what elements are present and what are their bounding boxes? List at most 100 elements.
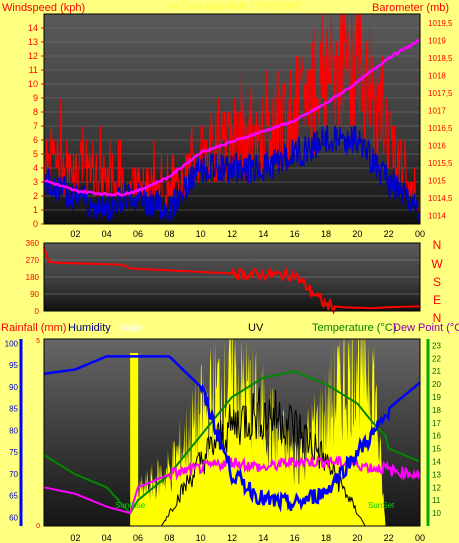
humidity-tick-label: 80 (9, 426, 18, 435)
time-tick-label: 16 (290, 229, 300, 239)
windspeed-tick-label: 1 (33, 205, 38, 215)
barometer-tick-label: 1017 (428, 106, 446, 115)
direction-tick-label: 180 (26, 273, 40, 282)
humidity-tick-label: 70 (9, 470, 18, 479)
humidity-tick-label: 75 (9, 448, 18, 457)
windspeed-tick-label: 9 (33, 93, 38, 103)
direction-tick-label: 360 (26, 239, 40, 248)
temperature-tick-label: 12 (432, 483, 441, 492)
time-tick-label: 22 (384, 229, 394, 239)
temperature-tick-label: 22 (432, 354, 441, 363)
windspeed-tick-label: 3 (33, 177, 38, 187)
compass-label: W (431, 257, 443, 271)
barometer-tick-label: 1015,5 (428, 159, 453, 168)
dewpoint-axis-title: Dew Point (°C) (393, 322, 459, 334)
rainfall-tick-label: 0 (36, 523, 40, 530)
uv-line (161, 387, 366, 527)
weather-axes: 6065707580859095100051011121314151617181… (5, 338, 442, 543)
weather-frame (43, 338, 421, 527)
time-tick-label: 06 (133, 533, 143, 543)
direction-series (43, 246, 420, 315)
wind-frame (43, 13, 421, 225)
barometer-tick-label: 1017,5 (428, 89, 453, 98)
temperature-tick-label: 10 (432, 509, 441, 518)
time-tick-label: 08 (164, 533, 174, 543)
sunset-label: SunSet (368, 501, 395, 510)
barometer-tick-label: 1015 (428, 176, 446, 185)
wind-plot-area (44, 14, 420, 224)
temperature-tick-label: 11 (432, 496, 441, 505)
temperature-tick-label: 17 (432, 419, 441, 428)
wind-direction-line (43, 246, 420, 315)
solar-spike (130, 353, 139, 526)
barometer-tick-label: 1016,5 (428, 124, 453, 133)
time-tick-label: 00 (415, 229, 425, 239)
time-tick-label: 04 (102, 229, 112, 239)
barometer-tick-label: 1014,5 (428, 194, 453, 203)
wind-series (43, 13, 421, 223)
temperature-tick-label: 19 (432, 393, 441, 402)
humidity-line (43, 355, 421, 513)
time-tick-label: 20 (352, 533, 362, 543)
compass-label: E (433, 293, 441, 307)
time-tick-label: 10 (196, 229, 206, 239)
windspeed-tick-label: 4 (33, 163, 38, 173)
barometer-tick-label: 1019,5 (428, 19, 453, 28)
windspeed-tick-label: 2 (33, 191, 38, 201)
barometer-axis-title: Barometer (mb) (372, 2, 449, 14)
humidity-tick-label: 100 (5, 339, 19, 348)
windspeed-tick-label: 8 (33, 107, 38, 117)
windspeed-tick-label: 13 (28, 37, 38, 47)
temperature-tick-label: 21 (432, 367, 441, 376)
solar-axis-title: Solar (118, 322, 144, 334)
weather-series (43, 339, 421, 527)
temperature-tick-label: 14 (432, 458, 441, 467)
rainfall-axis-title: Rainfall (mm) (1, 322, 66, 334)
temperature-tick-label: 18 (432, 406, 441, 415)
temperature-line (43, 370, 421, 515)
time-tick-label: 12 (227, 533, 237, 543)
barometer-tick-label: 1014 (428, 211, 446, 220)
temperature-tick-label: 20 (432, 380, 441, 389)
temperature-tick-label: 15 (432, 445, 441, 454)
compass-label: N (433, 311, 442, 325)
dewpoint-line (43, 455, 421, 515)
time-tick-label: 10 (196, 533, 206, 543)
humidity-tick-label: 85 (9, 405, 18, 414)
time-tick-label: 14 (258, 533, 268, 543)
uv-axis-title: UV (248, 322, 264, 334)
temperature-tick-label: 16 (432, 432, 441, 441)
time-tick-label: 04 (102, 533, 112, 543)
direction-tick-label: 270 (26, 256, 40, 265)
barometer-tick-label: 1018,5 (428, 54, 453, 63)
compass-label: S (433, 275, 441, 289)
windspeed-tick-label: 11 (29, 65, 38, 75)
humidity-tick-label: 90 (9, 383, 18, 392)
windspeed-tick-label: 12 (28, 51, 38, 61)
barometer-line (43, 38, 421, 197)
windspeed-tick-label: 10 (28, 79, 38, 89)
windspeed-tick-label: 14 (28, 23, 38, 33)
windspeed-tick-label: 5 (33, 149, 38, 159)
wind-average-line (43, 125, 421, 223)
time-tick-label: 18 (321, 533, 331, 543)
time-tick-label: 02 (70, 229, 80, 239)
direction-frame (43, 242, 421, 312)
direction-tick-label: 0 (35, 307, 40, 316)
time-tick-label: 02 (70, 533, 80, 543)
time-tick-label: 06 (133, 229, 143, 239)
windspeed-tick-label: 7 (33, 121, 38, 131)
humidity-tick-label: 65 (9, 492, 18, 501)
time-tick-label: 08 (164, 229, 174, 239)
wind-axes: 0123456789101112131410141014,510151015,5… (28, 13, 453, 239)
time-tick-label: 20 (352, 229, 362, 239)
time-tick-label: 22 (384, 533, 394, 543)
direction-tick-label: 90 (30, 290, 39, 299)
time-tick-label: 16 (290, 533, 300, 543)
windspeed-tick-label: 6 (33, 135, 38, 145)
time-tick-label: 14 (258, 229, 268, 239)
solar-area (131, 339, 386, 526)
